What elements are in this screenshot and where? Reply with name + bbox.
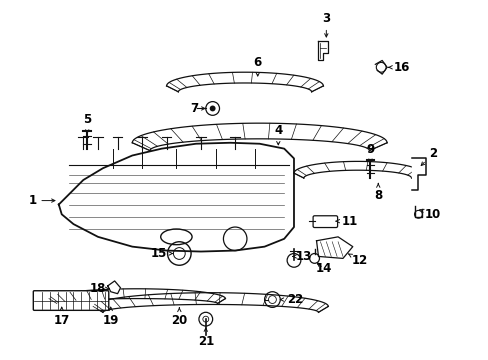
Text: 16: 16: [387, 61, 409, 74]
Text: 13: 13: [292, 250, 311, 263]
Polygon shape: [93, 293, 327, 312]
FancyBboxPatch shape: [33, 291, 108, 310]
Text: 12: 12: [348, 254, 367, 267]
Text: 2: 2: [420, 147, 436, 166]
Text: 7: 7: [189, 102, 204, 115]
Text: 3: 3: [322, 12, 330, 37]
Text: 11: 11: [335, 215, 357, 228]
Text: 4: 4: [274, 125, 282, 145]
Text: 20: 20: [171, 308, 187, 327]
Text: 5: 5: [83, 113, 91, 133]
Polygon shape: [132, 123, 386, 150]
Text: 14: 14: [315, 262, 331, 275]
Text: 6: 6: [253, 56, 261, 76]
Polygon shape: [293, 161, 421, 178]
Text: 8: 8: [373, 184, 382, 202]
Text: 18: 18: [90, 282, 109, 295]
Text: 9: 9: [366, 143, 374, 162]
Text: 19: 19: [102, 307, 119, 327]
Circle shape: [209, 105, 215, 111]
Polygon shape: [49, 289, 225, 303]
Polygon shape: [166, 72, 323, 92]
Text: 22: 22: [280, 293, 303, 306]
Polygon shape: [411, 158, 426, 190]
Text: 10: 10: [419, 208, 440, 221]
Text: 15: 15: [150, 247, 172, 260]
Text: 17: 17: [54, 307, 70, 327]
Polygon shape: [59, 143, 293, 252]
Text: 21: 21: [197, 328, 213, 348]
Polygon shape: [318, 41, 327, 60]
Polygon shape: [316, 237, 352, 258]
Text: 1: 1: [28, 194, 55, 207]
Polygon shape: [107, 281, 120, 294]
